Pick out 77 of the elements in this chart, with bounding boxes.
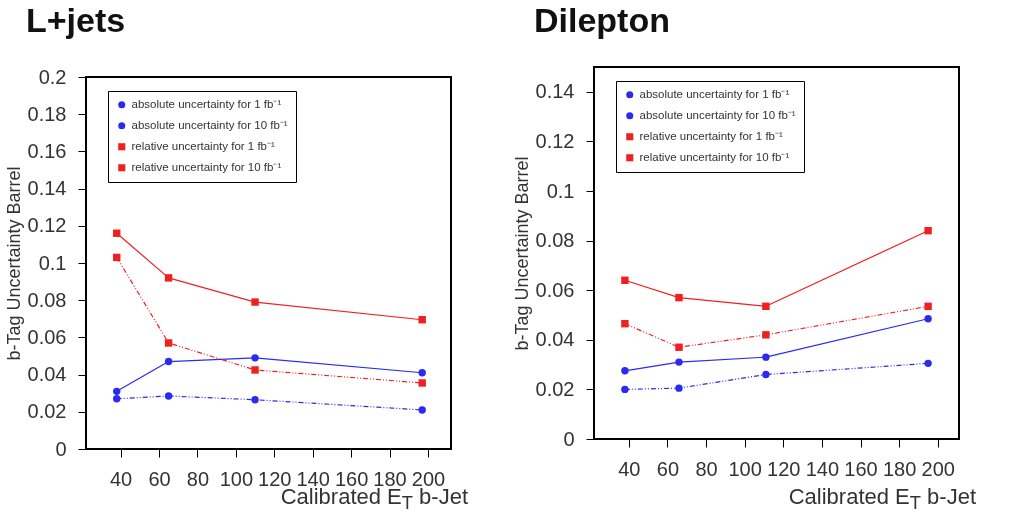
point	[621, 319, 629, 328]
point	[762, 370, 770, 379]
point	[418, 379, 426, 387]
y-tick-label: 0.12	[535, 129, 575, 152]
y-tick-label: 0.02	[535, 377, 575, 400]
legend-label: absolute uncertainty for 10 fb⁻¹	[131, 118, 288, 131]
legend-label: absolute uncertainty for 1 fb⁻¹	[131, 97, 282, 110]
point	[621, 276, 629, 284]
point	[675, 343, 683, 351]
point	[675, 358, 683, 366]
point	[621, 367, 629, 375]
point	[762, 353, 770, 361]
x-tick-label: 120	[258, 467, 292, 490]
y-tick-label: 0	[563, 427, 575, 450]
point	[675, 384, 683, 392]
x-tick-label: 200	[921, 457, 955, 480]
y-axis-title: b-Tag Uncertainty Barrel	[511, 156, 532, 351]
y-tick-label: 0.18	[27, 102, 67, 125]
x-tick-label: 100	[219, 467, 254, 490]
x-tick-label: 80	[186, 467, 210, 490]
x-tick-label: 160	[844, 457, 878, 480]
point	[418, 316, 426, 324]
point	[251, 366, 259, 374]
x-tick-label: 180	[882, 457, 917, 480]
point	[164, 339, 173, 347]
point	[762, 302, 770, 311]
point	[924, 359, 932, 368]
point	[924, 226, 932, 235]
point	[621, 385, 629, 394]
y-tick-label: 0.08	[535, 229, 575, 252]
x-tick-label: 80	[695, 457, 718, 480]
x-tick-label: 120	[767, 457, 801, 480]
y-axis-title: b-Tag Uncertainty Barrel	[3, 166, 24, 361]
chart-title: L+jets	[26, 1, 126, 39]
y-tick-label: 0.1	[546, 179, 575, 202]
point	[924, 302, 932, 311]
y-tick-label: 0.16	[27, 139, 67, 162]
legend-label: relative uncertainty for 1 fb⁻¹	[639, 129, 784, 142]
point	[164, 274, 173, 282]
point	[251, 298, 259, 306]
y-tick-label: 0.02	[27, 400, 67, 423]
x-axis-title: Calibrated E$_{T}$ b-Jet	[788, 484, 976, 515]
y-tick-label: 0	[55, 437, 67, 460]
point	[418, 369, 426, 377]
y-tick-label: 0.04	[27, 363, 67, 386]
point	[164, 357, 173, 366]
chart-title: Dilepton	[534, 1, 670, 39]
legend-label: absolute uncertainty for 10 fb⁻¹	[639, 108, 796, 121]
legend-label: relative uncertainty for 10 fb⁻¹	[639, 150, 790, 163]
point	[251, 396, 259, 404]
legend-label: relative uncertainty for 1 fb⁻¹	[131, 139, 276, 152]
x-tick-label: 140	[805, 457, 840, 480]
point	[251, 354, 259, 362]
y-tick-label: 0.14	[27, 177, 67, 200]
point	[675, 293, 683, 302]
point	[418, 406, 426, 414]
point	[113, 395, 121, 403]
point	[762, 331, 770, 339]
y-tick-label: 0.12	[27, 214, 67, 237]
y-tick-label: 0.06	[27, 325, 67, 348]
y-tick-label: 0.14	[535, 80, 575, 103]
x-tick-label: 40	[109, 467, 133, 490]
y-tick-label: 0.04	[535, 328, 575, 351]
legend-label: relative uncertainty for 10 fb⁻¹	[131, 160, 282, 173]
x-tick-label: 160	[334, 467, 369, 490]
point	[113, 387, 121, 396]
x-tick-label: 60	[656, 457, 680, 480]
y-tick-label: 0.08	[27, 288, 67, 311]
y-tick-label: 0.06	[535, 278, 575, 301]
x-tick-label: 40	[618, 457, 641, 480]
point	[164, 392, 173, 400]
y-tick-label: 0.2	[38, 65, 67, 88]
point	[924, 315, 932, 323]
x-tick-label: 60	[148, 467, 171, 490]
legend-label: absolute uncertainty for 1 fb⁻¹	[639, 87, 790, 100]
x-tick-label: 100	[728, 457, 762, 480]
y-tick-label: 0.1	[38, 251, 67, 274]
